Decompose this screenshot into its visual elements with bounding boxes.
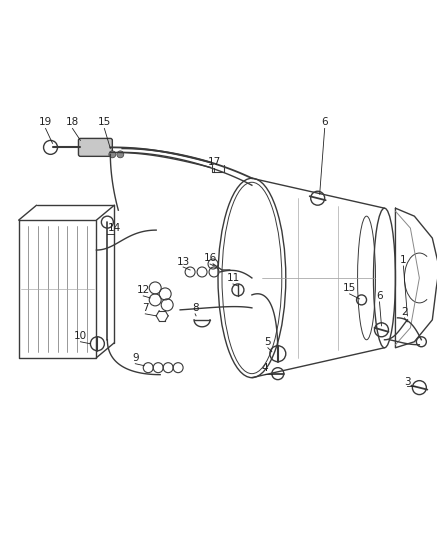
Text: 15: 15	[98, 117, 111, 127]
Text: 6: 6	[321, 117, 328, 127]
Text: 6: 6	[376, 291, 383, 301]
Text: 7: 7	[142, 303, 148, 313]
Text: 8: 8	[192, 303, 198, 313]
Text: 12: 12	[137, 285, 150, 295]
Text: 13: 13	[177, 257, 190, 267]
Text: 19: 19	[39, 117, 52, 127]
FancyBboxPatch shape	[78, 139, 112, 156]
Text: 15: 15	[343, 283, 356, 293]
Text: 4: 4	[261, 362, 268, 373]
Text: 16: 16	[203, 253, 217, 263]
Text: 1: 1	[400, 255, 407, 265]
Text: 2: 2	[401, 307, 408, 317]
Circle shape	[109, 151, 116, 158]
Circle shape	[117, 151, 124, 158]
Text: 14: 14	[108, 223, 121, 233]
Text: 18: 18	[66, 117, 79, 127]
Text: 3: 3	[404, 377, 411, 386]
Text: 9: 9	[132, 353, 138, 363]
Text: 11: 11	[226, 273, 240, 283]
Text: 17: 17	[207, 157, 221, 167]
Text: 10: 10	[74, 331, 87, 341]
Text: 5: 5	[265, 337, 271, 347]
